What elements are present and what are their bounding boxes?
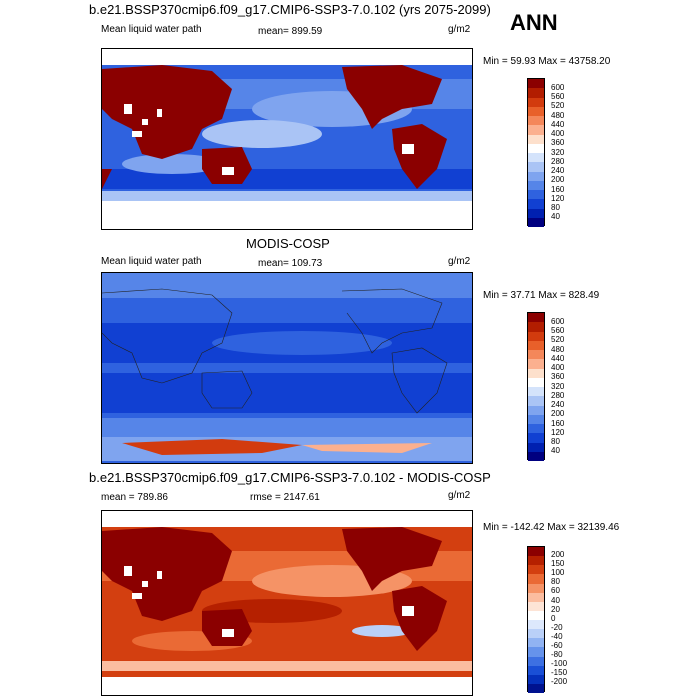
cb-tick: 80	[551, 203, 560, 212]
cb-tick: 80	[551, 577, 560, 586]
cb-tick: 600	[551, 317, 565, 326]
bottom-map-svg	[102, 511, 472, 695]
cb-tick: 400	[551, 129, 565, 138]
middle-panel-title: MODIS-COSP	[246, 236, 330, 251]
middle-variable-label: Mean liquid water path	[101, 256, 202, 267]
cb-tick: 520	[551, 335, 565, 344]
cb-tick: 80	[551, 437, 560, 446]
top-colorbar	[527, 78, 545, 227]
cb-tick: 280	[551, 157, 565, 166]
top-mean-label: mean= 899.59	[258, 26, 323, 37]
cb-tick: 20	[551, 605, 560, 614]
cb-tick: 440	[551, 120, 565, 129]
middle-mean-label: mean= 109.73	[258, 258, 323, 269]
cb-tick: 320	[551, 148, 565, 157]
cb-tick: 600	[551, 83, 565, 92]
cb-tick: 480	[551, 111, 565, 120]
cb-tick: -20	[551, 623, 563, 632]
cb-tick: 160	[551, 419, 565, 428]
cb-tick: -40	[551, 632, 563, 641]
cb-tick: 100	[551, 568, 565, 577]
cb-tick: 200	[551, 409, 565, 418]
top-map	[101, 48, 473, 230]
cb-tick: -100	[551, 659, 568, 668]
cb-tick: 150	[551, 559, 565, 568]
cb-tick: 40	[551, 596, 560, 605]
cb-tick: 280	[551, 391, 565, 400]
cb-tick: 0	[551, 614, 556, 623]
cb-tick: -200	[551, 677, 568, 686]
cb-tick: 240	[551, 400, 565, 409]
middle-map	[101, 272, 473, 464]
cb-tick: 440	[551, 354, 565, 363]
cb-tick: 360	[551, 138, 565, 147]
middle-units-label: g/m2	[448, 256, 471, 267]
middle-minmax-label: Min = 37.71 Max = 828.49	[483, 290, 600, 301]
cb-tick: 40	[551, 446, 560, 455]
cb-tick: 60	[551, 586, 560, 595]
cb-tick: 120	[551, 194, 565, 203]
bottom-units-label: g/m2	[448, 490, 471, 501]
bottom-colorbar	[527, 546, 545, 693]
cb-tick: 560	[551, 326, 565, 335]
cb-tick: -60	[551, 641, 563, 650]
cb-tick: 320	[551, 382, 565, 391]
top-variable-label: Mean liquid water path	[101, 24, 202, 35]
cb-tick: 480	[551, 345, 565, 354]
cb-tick: 200	[551, 550, 565, 559]
cb-tick: 120	[551, 428, 565, 437]
cb-tick: -150	[551, 668, 568, 677]
cb-tick: 240	[551, 166, 565, 175]
bottom-minmax-label: Min = -142.42 Max = 32139.46	[483, 522, 620, 533]
cb-tick: 560	[551, 92, 565, 101]
season-label: ANN	[510, 10, 558, 35]
top-units-label: g/m2	[448, 24, 471, 35]
bottom-map	[101, 510, 473, 696]
top-minmax-label: Min = 59.93 Max = 43758.20	[483, 56, 611, 67]
cb-tick: -80	[551, 650, 563, 659]
cb-tick: 160	[551, 185, 565, 194]
middle-colorbar	[527, 312, 545, 461]
bottom-mean-label: mean = 789.86	[101, 492, 168, 503]
cb-tick: 200	[551, 175, 565, 184]
top-map-svg	[102, 49, 472, 229]
bottom-rmse-label: rmse = 2147.61	[250, 492, 320, 503]
cb-tick: 360	[551, 372, 565, 381]
top-panel-title: b.e21.BSSP370cmip6.f09_g17.CMIP6-SSP3-7.…	[89, 2, 491, 17]
cb-tick: 40	[551, 212, 560, 221]
cb-tick: 520	[551, 101, 565, 110]
cb-tick: 400	[551, 363, 565, 372]
bottom-panel-title: b.e21.BSSP370cmip6.f09_g17.CMIP6-SSP3-7.…	[89, 470, 491, 485]
middle-map-svg	[102, 273, 472, 463]
